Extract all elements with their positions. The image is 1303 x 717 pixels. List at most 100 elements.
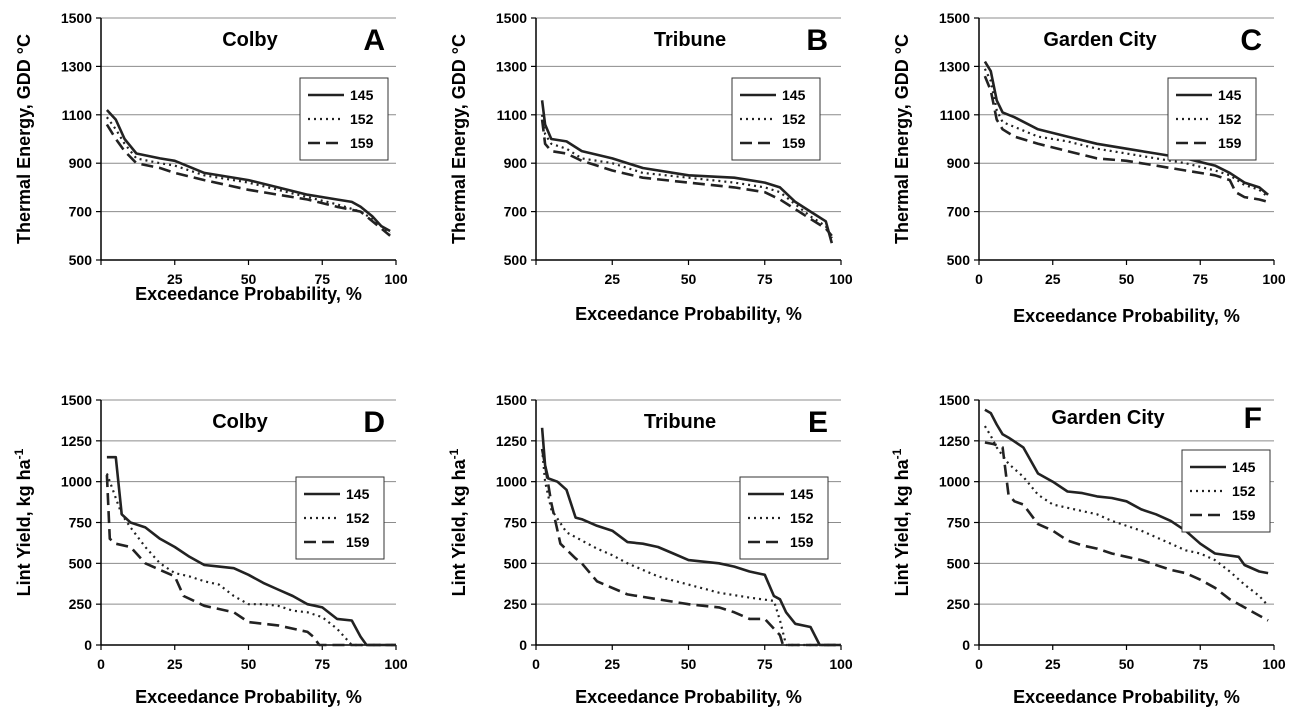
- y-axis-label-superscript: -1: [12, 448, 26, 459]
- series-line-159: [540, 119, 833, 237]
- y-tick-label: 500: [69, 555, 93, 571]
- x-tick-label: 50: [1119, 656, 1135, 672]
- legend-label: 152: [790, 510, 814, 526]
- y-tick-label: 1300: [61, 58, 92, 74]
- x-tick-label: 25: [1045, 656, 1061, 672]
- legend-label: 159: [782, 135, 806, 151]
- panel-f: 0 250 500 750 1000 1250 1500 0 25 50 75 100 Exceedan…: [890, 392, 1286, 707]
- x-axis-label: Exceedance Probability, %: [575, 687, 802, 707]
- x-tick-label: 100: [1262, 656, 1286, 672]
- legend-box: [1167, 77, 1257, 161]
- y-tick-label: 700: [504, 204, 528, 220]
- series-line-152: [983, 425, 1269, 607]
- y-tick-label: 0: [84, 637, 92, 653]
- x-tick-label: 75: [314, 656, 330, 672]
- x-tick-label: 75: [757, 271, 773, 287]
- legend-label: 145: [1218, 87, 1242, 103]
- series-line-145: [540, 100, 834, 244]
- legend-label: 152: [346, 510, 370, 526]
- y-tick-label: 1300: [496, 58, 527, 74]
- x-tick-label: 0: [975, 656, 983, 672]
- x-axis-label: Exceedance Probability, %: [575, 304, 802, 324]
- x-tick-label: 50: [241, 271, 257, 287]
- y-tick-label: 1250: [61, 433, 92, 449]
- panel-b: 500 700 900 1100 1300 1500 25 50 75 100 Exceedance…: [449, 10, 853, 324]
- x-tick-label: 75: [314, 271, 330, 287]
- y-axis-label-text: Lint Yield, kg ha: [449, 458, 469, 596]
- x-axis-label: Exceedance Probability, %: [135, 687, 362, 707]
- series-line-159: [105, 475, 396, 647]
- panel-c: 500 700 900 1100 1300 1500 0 25 50 75 100 Exceedanc…: [892, 10, 1286, 326]
- panel-a: 500 700 900 1100 1300 1500 25 50 75 100 Exceedance…: [14, 10, 408, 304]
- legend-label: 152: [782, 111, 806, 127]
- x-axis-label: Exceedance Probability, %: [135, 284, 362, 304]
- y-tick-label: 1000: [496, 474, 527, 490]
- y-tick-label: 700: [69, 204, 93, 220]
- panel-title: Garden City: [1043, 29, 1157, 51]
- y-tick-label: 500: [504, 252, 528, 268]
- y-axis-label: Thermal Energy, GDD °C: [449, 34, 469, 244]
- x-tick-label: 25: [167, 656, 183, 672]
- legend-label: 145: [1232, 459, 1256, 475]
- legend-box: [739, 476, 829, 560]
- y-tick-label: 500: [947, 252, 971, 268]
- series-line-159: [983, 75, 1269, 204]
- legend-label: 159: [346, 534, 370, 550]
- x-tick-label: 50: [1119, 271, 1135, 287]
- panel-letter: F: [1244, 402, 1262, 435]
- y-tick-label: 0: [519, 637, 527, 653]
- y-tick-label: 1100: [940, 107, 971, 123]
- y-tick-label: 1500: [496, 10, 527, 26]
- series-line-145: [540, 427, 841, 647]
- panel-title: Colby: [212, 411, 268, 433]
- legend-label: 152: [1232, 483, 1256, 499]
- y-tick-label: 500: [69, 252, 93, 268]
- x-tick-label: 25: [604, 271, 620, 287]
- y-tick-label: 1500: [939, 392, 970, 408]
- series-line-152: [983, 68, 1269, 198]
- y-tick-label: 1500: [496, 392, 527, 408]
- x-tick-label: 100: [1262, 271, 1286, 287]
- y-axis-label-text: Thermal Energy, GDD °C: [892, 34, 912, 244]
- x-tick-label: 100: [384, 656, 408, 672]
- y-tick-label: 500: [947, 555, 971, 571]
- y-axis-label-superscript: -1: [447, 448, 461, 459]
- legend-label: 159: [350, 135, 374, 151]
- y-axis-label: Lint Yield, kg ha-1: [890, 448, 912, 596]
- legend-label: 159: [1218, 135, 1242, 151]
- x-tick-label: 25: [604, 656, 620, 672]
- y-tick-label: 1250: [496, 433, 527, 449]
- x-tick-label: 25: [167, 271, 183, 287]
- x-tick-label: 100: [829, 271, 853, 287]
- series-line-145: [983, 60, 1269, 196]
- panel-e: 0 250 500 750 1000 1250 1500 0 25 50 75 100 Exceedan…: [447, 392, 853, 707]
- panel-title: Tribune: [644, 411, 716, 433]
- y-tick-label: 900: [947, 155, 971, 171]
- legend-label: 145: [350, 87, 374, 103]
- legend-label: 152: [350, 111, 374, 127]
- x-tick-label: 75: [757, 656, 773, 672]
- legend-label: 145: [782, 87, 806, 103]
- y-tick-label: 1000: [939, 474, 970, 490]
- panel-title: Colby: [222, 29, 278, 51]
- x-tick-label: 75: [1192, 656, 1208, 672]
- y-tick-label: 1100: [62, 107, 93, 123]
- y-tick-label: 1250: [939, 433, 970, 449]
- x-tick-label: 0: [975, 271, 983, 287]
- series-line-145: [984, 408, 1269, 575]
- legend-label: 159: [790, 534, 814, 550]
- y-tick-label: 0: [962, 637, 970, 653]
- y-tick-label: 1000: [61, 474, 92, 490]
- panel-d: 0 250 500 750 1000 1250 1500 0 25 50 75 100 Exceedan…: [12, 392, 408, 707]
- series-line-152: [541, 448, 841, 647]
- y-tick-label: 700: [947, 204, 971, 220]
- legend: 145 152 159: [295, 476, 385, 560]
- y-tick-label: 750: [947, 515, 971, 531]
- panel-letter: A: [363, 24, 385, 57]
- x-tick-label: 75: [1192, 271, 1208, 287]
- legend-label: 152: [1218, 111, 1242, 127]
- y-axis-label-superscript: -1: [890, 448, 904, 459]
- y-axis-label-text: Lint Yield, kg ha: [14, 458, 34, 596]
- series-line-159: [984, 441, 1269, 622]
- y-axis-label: Thermal Energy, GDD °C: [892, 34, 912, 244]
